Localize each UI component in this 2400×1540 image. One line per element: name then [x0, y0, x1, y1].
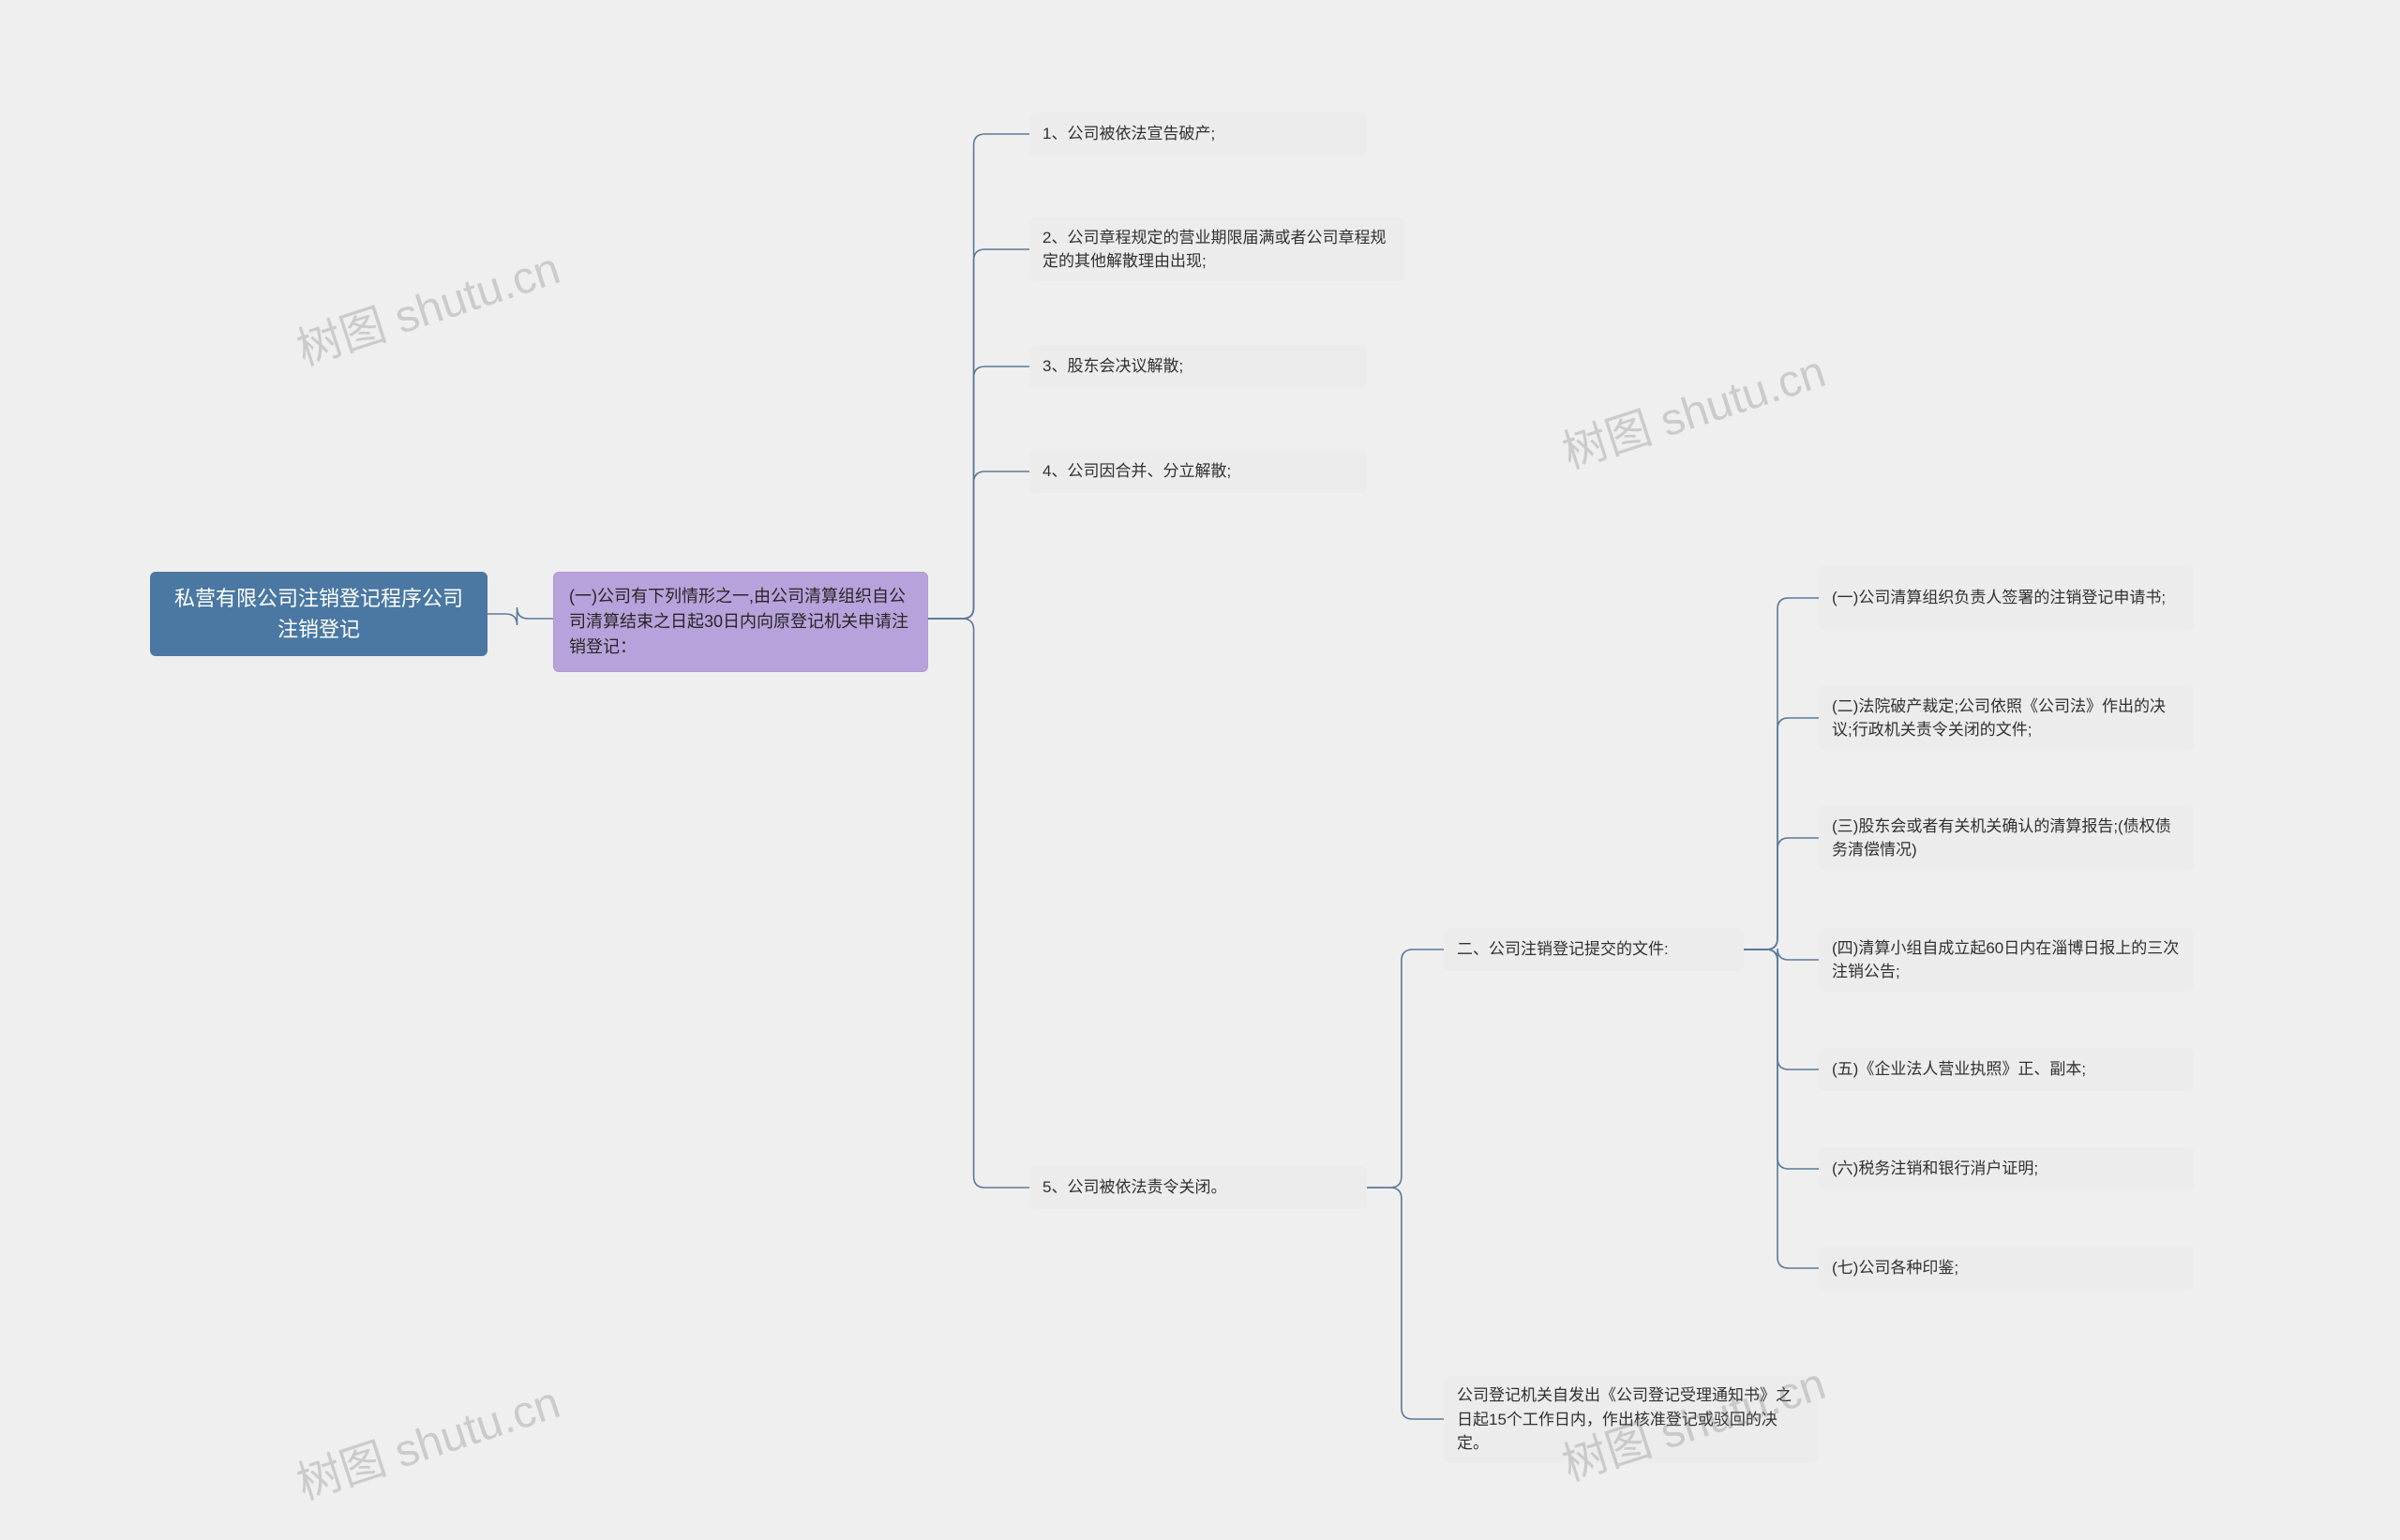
- leaf-condition-2: 2、公司章程规定的营业期限届满或者公司章程规定的其他解散理由出现;: [1029, 217, 1404, 281]
- leaf-label: 3、股东会决议解散;: [1042, 354, 1183, 379]
- leaf-doc-2: (二)法院破产裁定;公司依照《公司法》作出的决议;行政机关责令关闭的文件;: [1819, 686, 2194, 750]
- leaf-label: (六)税务注销和银行消户证明;: [1832, 1157, 2038, 1181]
- root-label: 私营有限公司注销登记程序公司注销登记: [169, 583, 469, 645]
- watermark: 树图 shutu.cn: [1552, 335, 1832, 481]
- leaf-condition-1: 1、公司被依法宣告破产;: [1029, 112, 1367, 156]
- leaf-label: (五)《企业法人营业执照》正、副本;: [1832, 1057, 2086, 1082]
- watermark: 树图 shutu.cn: [287, 232, 566, 378]
- leaf-doc-4: (四)清算小组自成立起60日内在淄博日报上的三次注销公告;: [1819, 928, 2194, 992]
- leaf-label: 公司登记机关自发出《公司登记受理通知书》之日起15个工作日内，作出核准登记或驳回…: [1457, 1383, 1806, 1456]
- leaf-doc-5: (五)《企业法人营业执照》正、副本;: [1819, 1048, 2194, 1091]
- leaf-condition-5: 5、公司被依法责令关闭。: [1029, 1166, 1367, 1209]
- leaf-label: 2、公司章程规定的营业期限届满或者公司章程规定的其他解散理由出现;: [1042, 226, 1391, 274]
- mindmap-canvas: 私营有限公司注销登记程序公司注销登记 (一)公司有下列情形之一,由公司清算组织自…: [0, 0, 2400, 1540]
- leaf-condition-3: 3、股东会决议解散;: [1029, 345, 1367, 388]
- branch-conditions: (一)公司有下列情形之一,由公司清算组织自公司清算结束之日起30日内向原登记机关…: [553, 572, 928, 672]
- root-node: 私营有限公司注销登记程序公司注销登记: [150, 572, 488, 656]
- branch-conditions-label: (一)公司有下列情形之一,由公司清算组织自公司清算结束之日起30日内向原登记机关…: [569, 584, 912, 660]
- leaf-label: (二)法院破产裁定;公司依照《公司法》作出的决议;行政机关责令关闭的文件;: [1832, 695, 2181, 742]
- leaf-doc-1: (一)公司清算组织负责人签署的注销登记申请书;: [1819, 566, 2194, 630]
- leaf-label: (七)公司各种印鉴;: [1832, 1256, 1958, 1280]
- leaf-label: 二、公司注销登记提交的文件:: [1457, 937, 1669, 962]
- leaf-doc-6: (六)税务注销和银行消户证明;: [1819, 1147, 2194, 1190]
- leaf-label: 4、公司因合并、分立解散;: [1042, 459, 1231, 484]
- leaf-label: (一)公司清算组织负责人签署的注销登记申请书;: [1832, 586, 2166, 610]
- leaf-documents-header: 二、公司注销登记提交的文件:: [1444, 928, 1744, 971]
- leaf-label: (四)清算小组自成立起60日内在淄博日报上的三次注销公告;: [1832, 936, 2181, 984]
- leaf-doc-3: (三)股东会或者有关机关确认的清算报告;(债权债务清偿情况): [1819, 806, 2194, 870]
- leaf-condition-4: 4、公司因合并、分立解散;: [1029, 450, 1367, 493]
- leaf-label: 1、公司被依法宣告破产;: [1042, 122, 1215, 146]
- leaf-label: 5、公司被依法责令关闭。: [1042, 1175, 1226, 1200]
- leaf-decision-period: 公司登记机关自发出《公司登记受理通知书》之日起15个工作日内，作出核准登记或驳回…: [1444, 1376, 1819, 1463]
- leaf-label: (三)股东会或者有关机关确认的清算报告;(债权债务清偿情况): [1832, 815, 2181, 862]
- watermark: 树图 shutu.cn: [287, 1366, 566, 1512]
- leaf-doc-7: (七)公司各种印鉴;: [1819, 1247, 2194, 1290]
